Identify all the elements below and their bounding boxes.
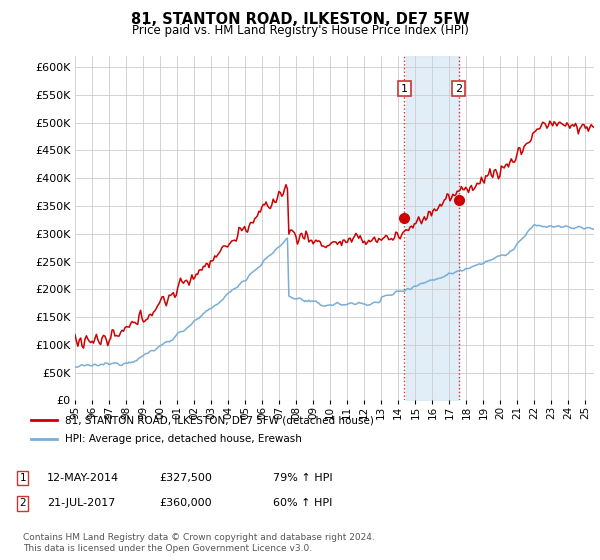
Text: 81, STANTON ROAD, ILKESTON, DE7 5FW: 81, STANTON ROAD, ILKESTON, DE7 5FW — [131, 12, 469, 27]
Text: 21-JUL-2017: 21-JUL-2017 — [47, 498, 115, 508]
Text: 12-MAY-2014: 12-MAY-2014 — [47, 473, 119, 483]
Text: Contains HM Land Registry data © Crown copyright and database right 2024.
This d: Contains HM Land Registry data © Crown c… — [23, 533, 374, 553]
Text: 1: 1 — [401, 83, 408, 94]
Text: 81, STANTON ROAD, ILKESTON, DE7 5FW (detached house): 81, STANTON ROAD, ILKESTON, DE7 5FW (det… — [65, 415, 374, 425]
Text: 79% ↑ HPI: 79% ↑ HPI — [273, 473, 332, 483]
Text: 2: 2 — [19, 498, 26, 508]
Text: 60% ↑ HPI: 60% ↑ HPI — [273, 498, 332, 508]
Text: Price paid vs. HM Land Registry's House Price Index (HPI): Price paid vs. HM Land Registry's House … — [131, 24, 469, 36]
Text: HPI: Average price, detached house, Erewash: HPI: Average price, detached house, Erew… — [65, 435, 302, 445]
Text: 2: 2 — [455, 83, 462, 94]
Text: £327,500: £327,500 — [159, 473, 212, 483]
Text: 1: 1 — [19, 473, 26, 483]
Text: £360,000: £360,000 — [159, 498, 212, 508]
